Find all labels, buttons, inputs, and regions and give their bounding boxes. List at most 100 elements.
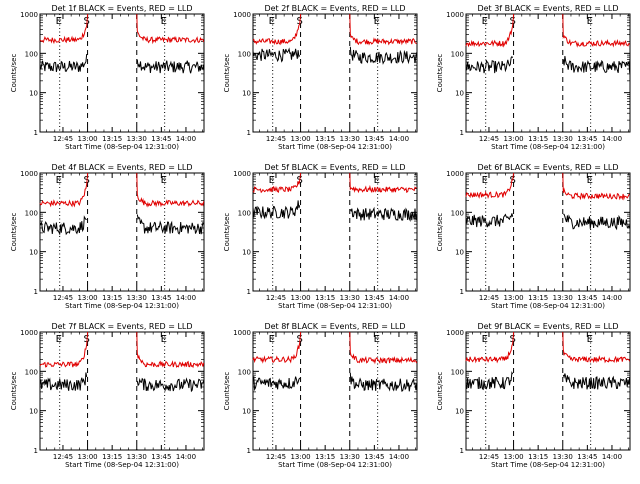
marker-label: E [587, 334, 593, 345]
y-tick-label: 1000 [20, 170, 38, 178]
series-events-post-line [136, 59, 205, 74]
x-tick-label: 13:45 [364, 453, 384, 461]
x-tick-label: 13:00 [77, 135, 97, 143]
y-tick-label: 1000 [20, 329, 38, 337]
marker-label: E [161, 334, 167, 345]
x-tick-label: 14:00 [602, 294, 622, 302]
x-tick-label: 14:00 [602, 135, 622, 143]
x-axis-label: Start Time (08-Sep-04 12:31:00) [65, 302, 179, 310]
series-events-pre-line [39, 215, 87, 236]
x-tick-label: 12:45 [479, 135, 499, 143]
chart-title: Det 5f BLACK = Events, RED = LLD [264, 163, 405, 172]
y-tick-label: 10 [242, 408, 251, 416]
x-tick-label: 12:45 [266, 294, 286, 302]
marker-label: E [482, 334, 488, 345]
y-tick-label: 10 [29, 90, 38, 98]
x-tick-label: 12:45 [53, 135, 73, 143]
y-axis-label: Counts/sec [436, 372, 444, 411]
chart-title: Det 2f BLACK = Events, RED = LLD [264, 4, 405, 13]
y-axis-label: Counts/sec [223, 372, 231, 411]
y-tick-label: 10 [242, 90, 251, 98]
series-events-pre-line [252, 375, 301, 392]
y-tick-label: 100 [238, 50, 251, 58]
x-tick-label: 13:00 [290, 453, 310, 461]
chart-panel-5: Det 5f BLACK = Events, RED = LLD 1 10 100 10… [223, 163, 418, 310]
x-tick-label: 13:30 [127, 294, 147, 302]
chart-title: Det 9f BLACK = Events, RED = LLD [477, 322, 618, 331]
marker-label: E [161, 175, 167, 186]
series-lld-post-line [136, 331, 205, 369]
plot-frame [252, 172, 418, 292]
x-tick-label: 12:45 [53, 294, 73, 302]
y-axis-label: Counts/sec [223, 213, 231, 252]
x-tick-label: 13:45 [151, 453, 171, 461]
x-tick-label: 12:45 [266, 453, 286, 461]
y-tick-label: 10 [242, 249, 251, 257]
y-tick-label: 1 [460, 129, 464, 137]
y-tick-label: 1 [34, 447, 38, 455]
y-tick-label: 1 [34, 129, 38, 137]
x-tick-label: 13:15 [315, 453, 335, 461]
series-lld-pre-line [252, 13, 302, 46]
x-axis-label: Start Time (08-Sep-04 12:31:00) [491, 461, 605, 469]
series-lld-pre-line [465, 331, 515, 364]
y-tick-label: 100 [25, 50, 38, 58]
x-tick-label: 12:45 [53, 453, 73, 461]
x-tick-label: 13:15 [315, 294, 335, 302]
plot-frame [252, 13, 418, 133]
x-tick-label: 13:15 [528, 294, 548, 302]
chart-title: Det 7f BLACK = Events, RED = LLD [51, 322, 192, 331]
series-lld-post-line [349, 331, 418, 365]
chart-panel-4: Det 4f BLACK = Events, RED = LLD 1 10 100 10… [10, 163, 205, 310]
plot-frame [465, 331, 631, 451]
y-tick-label: 10 [455, 408, 464, 416]
x-axis-label: Start Time (08-Sep-04 12:31:00) [65, 461, 179, 469]
chart-panel-7: Det 7f BLACK = Events, RED = LLD 1 10 100 10… [10, 322, 205, 469]
series-lld-post-line [562, 13, 631, 48]
y-tick-label: 1000 [446, 170, 464, 178]
x-tick-label: 14:00 [176, 135, 196, 143]
x-axis-label: Start Time (08-Sep-04 12:31:00) [278, 143, 392, 151]
marker-label: E [161, 16, 167, 27]
plot-frame [252, 331, 418, 451]
y-tick-label: 100 [25, 209, 38, 217]
y-tick-label: 1000 [20, 11, 38, 19]
plot-frame [39, 13, 205, 133]
y-tick-label: 1 [247, 129, 251, 137]
marker-label: E [482, 175, 488, 186]
y-axis-label: Counts/sec [10, 54, 18, 93]
y-tick-label: 10 [29, 249, 38, 257]
series-lld-post-line [136, 172, 205, 208]
x-tick-label: 14:00 [389, 294, 409, 302]
plot-frame [465, 172, 631, 292]
series-lld-pre-line [252, 331, 302, 364]
y-tick-label: 1000 [233, 11, 251, 19]
x-tick-label: 13:00 [290, 135, 310, 143]
y-tick-label: 1000 [233, 170, 251, 178]
y-tick-label: 100 [25, 368, 38, 376]
x-tick-label: 13:45 [151, 135, 171, 143]
y-axis-label: Counts/sec [10, 372, 18, 411]
y-tick-label: 100 [451, 368, 464, 376]
chart-panel-6: Det 6f BLACK = Events, RED = LLD 1 10 100 10… [436, 163, 631, 310]
marker-label: E [56, 175, 62, 186]
marker-label: E [482, 16, 488, 27]
marker-label: E [269, 175, 275, 186]
x-tick-label: 13:15 [102, 453, 122, 461]
x-tick-label: 13:15 [528, 453, 548, 461]
plot-frame [39, 331, 205, 451]
x-tick-label: 13:30 [127, 135, 147, 143]
series-events-post-line [562, 56, 631, 74]
x-tick-label: 13:45 [364, 294, 384, 302]
y-tick-label: 1 [247, 447, 251, 455]
x-tick-label: 13:45 [364, 135, 384, 143]
series-events-pre-line [465, 371, 514, 391]
x-tick-label: 14:00 [176, 453, 196, 461]
marker-label: E [56, 16, 62, 27]
y-tick-label: 1 [460, 447, 464, 455]
series-lld-post-line [562, 172, 630, 201]
chart-panel-8: Det 8f BLACK = Events, RED = LLD 1 10 100 10… [223, 322, 418, 469]
x-tick-label: 13:15 [528, 135, 548, 143]
plot-frame [39, 172, 205, 292]
